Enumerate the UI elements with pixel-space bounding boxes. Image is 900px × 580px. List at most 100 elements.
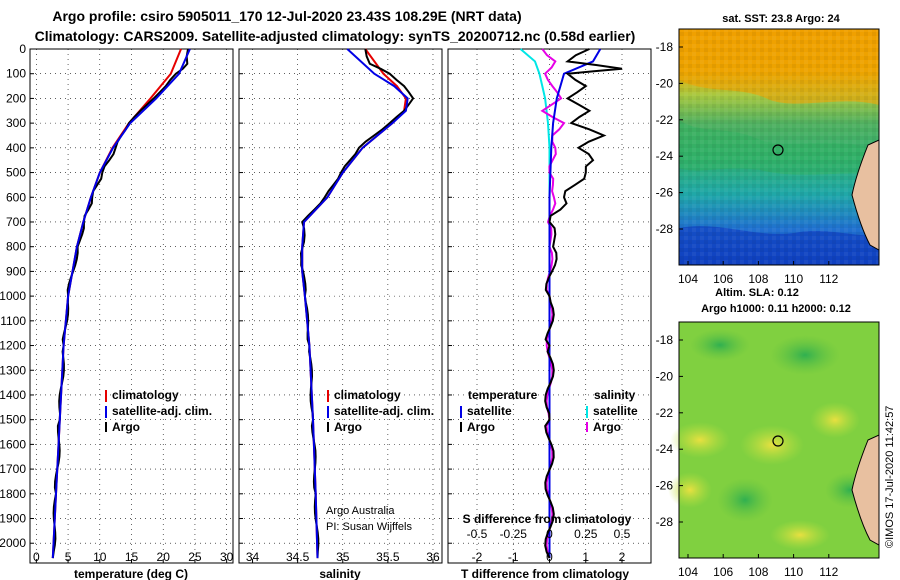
temperature-tick-label: 5 [65, 550, 72, 564]
map-lon-label: 104 [678, 565, 698, 579]
temperature-panel-frame [29, 48, 234, 564]
difference-s-tick-label: 0.25 [574, 527, 598, 541]
map-axis-labels: -18 -20 -22 -24 -26 -28 104 106 108 110 112 -18 -20 -… [656, 40, 839, 579]
legend-satellite-adj: satellite-adj. clim. [112, 404, 212, 418]
map-lat-label: -20 [656, 369, 674, 383]
x-tick-labels: 0 5 10 15 20 25 30 34 34.5 35 35.5 36 -2 -1 0 1 2 -0.5 -0.… [33, 527, 631, 564]
map-lat-label: -24 [656, 442, 674, 456]
temperature-tick-label: 25 [188, 550, 202, 564]
legend-climatology: climatology [112, 388, 179, 402]
legend-argo: Argo [334, 420, 362, 434]
salinity-legend: climatology satellite-adj. clim. Argo [327, 388, 434, 434]
map-lon-label: 110 [784, 565, 803, 579]
depth-tick-label: 700 [6, 215, 26, 229]
depth-tick-label: 400 [6, 141, 26, 155]
sla-map-frame [678, 321, 880, 559]
title-line-2: Climatology: CARS2009. Satellite-adjuste… [35, 28, 636, 44]
grid-lines [30, 48, 651, 563]
legend-salinity-head: salinity [594, 388, 636, 402]
map-lon-label: 104 [678, 272, 698, 286]
map-lat-label: -18 [656, 333, 674, 347]
credit-pi: PI: Susan Wijffels [326, 521, 412, 533]
series-salinity-satellite [301, 48, 409, 559]
series-temperature-satellite [51, 48, 191, 559]
salinity-tick-label: 35 [336, 550, 350, 564]
map-lat-label: -26 [656, 186, 674, 200]
series-temperature-climatology [51, 48, 182, 559]
sst-map-title: sat. SST: 23.8 Argo: 24 [722, 13, 840, 25]
salinity-xlabel: salinity [319, 567, 361, 580]
sla-map-title-1: Altim. SLA: 0.12 [715, 287, 799, 299]
map-lat-label: -24 [656, 149, 674, 163]
sla-low-blob [770, 335, 840, 375]
map-lat-label: -28 [656, 515, 674, 529]
depth-tick-label: 1700 [0, 462, 26, 476]
depth-tick-label: 500 [6, 166, 26, 180]
depth-tick-label: 1800 [0, 487, 26, 501]
difference-s-tick-label: 0 [546, 527, 553, 541]
legend-s-argo: Argo [593, 420, 621, 434]
map-lon-label: 106 [713, 272, 733, 286]
map-lat-label: -18 [656, 40, 674, 54]
difference-t-tick-label: 2 [619, 550, 626, 564]
difference-s-tick-label: -0.25 [500, 527, 528, 541]
map-lat-label: -28 [656, 222, 674, 236]
depth-tick-label: 2000 [0, 536, 26, 550]
salinity-series [299, 48, 415, 559]
map-lon-label: 110 [784, 272, 803, 286]
series-t-diff-satellite [548, 48, 602, 559]
legend-s-satellite: satellite [593, 404, 638, 418]
sla-high-blob [810, 402, 860, 438]
sla-map [668, 321, 880, 559]
sla-high-blob [770, 520, 830, 550]
legend-t-satellite: satellite [467, 404, 512, 418]
sla-high-blob [740, 425, 804, 465]
temperature-tick-label: 10 [93, 550, 107, 564]
depth-tick-label: 1300 [0, 363, 26, 377]
map-lat-label: -20 [656, 76, 674, 90]
series-temperature-argo [51, 48, 189, 559]
map-lat-label: -26 [656, 479, 674, 493]
difference-s-tick-label: -0.5 [467, 527, 488, 541]
depth-tick-label: 200 [6, 91, 26, 105]
temperature-tick-label: 0 [33, 550, 40, 564]
temperature-tick-label: 15 [125, 550, 139, 564]
map-lon-label: 106 [713, 565, 733, 579]
map-lon-label: 112 [819, 565, 838, 579]
map-lon-label: 108 [748, 565, 768, 579]
legend-t-argo: Argo [467, 420, 495, 434]
depth-tick-label: 800 [6, 240, 26, 254]
sla-coastline [851, 434, 880, 546]
depth-tick-label: 1500 [0, 413, 26, 427]
salinity-tick-label: 34 [246, 550, 260, 564]
sla-high-blob [668, 472, 712, 508]
map-lon-label: 108 [748, 272, 768, 286]
depth-tick-label: 1400 [0, 388, 26, 402]
difference-xlabel: T difference from climatology [461, 567, 629, 580]
argo-location-marker-sla [772, 435, 784, 447]
depth-tick-label: 900 [6, 264, 26, 278]
difference-t-tick-label: -2 [472, 550, 483, 564]
depth-tick-label: 100 [6, 67, 26, 81]
depth-tick-label: 1600 [0, 437, 26, 451]
sla-map-title-2: Argo h1000: 0.11 h2000: 0.12 [701, 303, 851, 315]
credit-argo-australia: Argo Australia [326, 505, 395, 517]
sla-high-blob [670, 422, 730, 458]
temperature-tick-label: 30 [220, 550, 234, 564]
salinity-tick-label: 36 [426, 550, 440, 564]
depth-tick-label: 1200 [0, 339, 26, 353]
difference-t-tick-label: 0 [546, 550, 553, 564]
temperature-xlabel: temperature (deg C) [74, 567, 188, 580]
legend-climatology: climatology [334, 388, 401, 402]
difference-s-tick-label: 0.5 [614, 527, 631, 541]
legend-argo: Argo [112, 420, 140, 434]
depth-tick-label: 600 [6, 190, 26, 204]
depth-tick-label: 300 [6, 116, 26, 130]
sst-texture [679, 29, 879, 265]
temperature-series [51, 48, 191, 559]
temperature-tick-label: 20 [157, 550, 171, 564]
salinity-tick-label: 34.5 [286, 550, 310, 564]
depth-axis: 0 100 200 300 400 500 600 700 800 900 1000 1100 1200… [0, 42, 452, 550]
depth-tick-label: 1000 [0, 289, 26, 303]
